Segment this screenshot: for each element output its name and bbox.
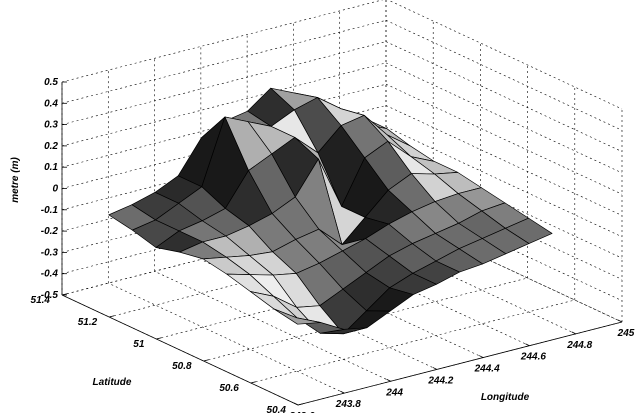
y-tick-label: 50.8 bbox=[172, 361, 192, 372]
surface-facet bbox=[273, 308, 322, 325]
grid-line bbox=[385, 20, 623, 131]
x-tick-label: 244.8 bbox=[566, 340, 592, 351]
grid-line bbox=[61, 126, 387, 211]
y-tick bbox=[109, 315, 115, 318]
z-tick-label: -0.3 bbox=[41, 247, 59, 258]
x-tick bbox=[386, 378, 391, 382]
x-tick-label: 244 bbox=[385, 387, 403, 398]
z-tick-label: 0.5 bbox=[44, 77, 58, 88]
x-tick bbox=[340, 390, 345, 394]
x-tick bbox=[478, 355, 484, 358]
x-tick-label: 245 bbox=[617, 328, 635, 339]
grid-line bbox=[61, 169, 387, 253]
y-tick bbox=[156, 337, 162, 340]
x-tick-label: 243.8 bbox=[335, 399, 361, 410]
x-tick-label: 244.4 bbox=[474, 364, 500, 375]
grid-line bbox=[385, 62, 623, 174]
y-tick bbox=[203, 359, 209, 362]
z-tick-label: 0.1 bbox=[44, 162, 58, 173]
x-tick bbox=[293, 402, 299, 406]
x-tick-label: 243.6 bbox=[288, 411, 314, 413]
grid-line bbox=[385, 41, 623, 152]
grid-line bbox=[387, 0, 623, 110]
z-tick-label: -0.1 bbox=[41, 205, 59, 216]
x-tick-label: 244.2 bbox=[427, 375, 453, 386]
x-tick bbox=[571, 331, 576, 335]
grid-line bbox=[385, 126, 623, 238]
y-tick-label: 50.6 bbox=[219, 383, 239, 394]
x-tick bbox=[432, 367, 438, 370]
y-tick-label: 50.4 bbox=[267, 405, 287, 413]
y-axis bbox=[61, 294, 299, 406]
grid-line bbox=[250, 299, 575, 384]
x-tick bbox=[617, 319, 623, 323]
grid-line bbox=[61, 105, 387, 189]
z-axis-label: metre (m) bbox=[10, 157, 21, 203]
z-tick-label: 0 bbox=[52, 184, 58, 195]
y-tick-label: 51.4 bbox=[31, 295, 51, 306]
z-tick-label: 0.2 bbox=[44, 141, 58, 152]
y-axis-label: Latitude bbox=[93, 377, 132, 388]
grid-line bbox=[61, 0, 384, 83]
grid-line bbox=[109, 233, 434, 318]
grid-line bbox=[156, 255, 481, 340]
grid-line bbox=[61, 41, 387, 125]
z-tick-label: -0.2 bbox=[41, 226, 59, 237]
grid-line bbox=[385, 105, 623, 216]
x-axis-label: Longitude bbox=[481, 392, 530, 403]
grid-line bbox=[61, 190, 387, 274]
z-tick-label: 0.3 bbox=[44, 120, 58, 131]
z-tick-label: -0.5 bbox=[41, 290, 59, 301]
z-tick-label: -0.4 bbox=[41, 269, 59, 280]
grid-line bbox=[61, 83, 387, 168]
grid-line bbox=[61, 211, 387, 296]
y-tick bbox=[297, 403, 304, 406]
y-tick-label: 51.2 bbox=[78, 317, 98, 328]
x-tick bbox=[525, 343, 530, 347]
y-tick-label: 51 bbox=[133, 339, 145, 350]
grid-line bbox=[61, 62, 387, 147]
grid-line bbox=[61, 20, 387, 104]
grid-line bbox=[154, 271, 391, 382]
y-tick bbox=[61, 293, 68, 296]
grid-line bbox=[385, 83, 623, 195]
x-axis bbox=[297, 321, 623, 406]
grid-line bbox=[108, 282, 345, 394]
z-tick-label: 0.4 bbox=[44, 98, 58, 109]
y-tick bbox=[250, 381, 256, 384]
grid-line bbox=[203, 277, 528, 362]
x-tick-label: 244.6 bbox=[520, 352, 546, 363]
